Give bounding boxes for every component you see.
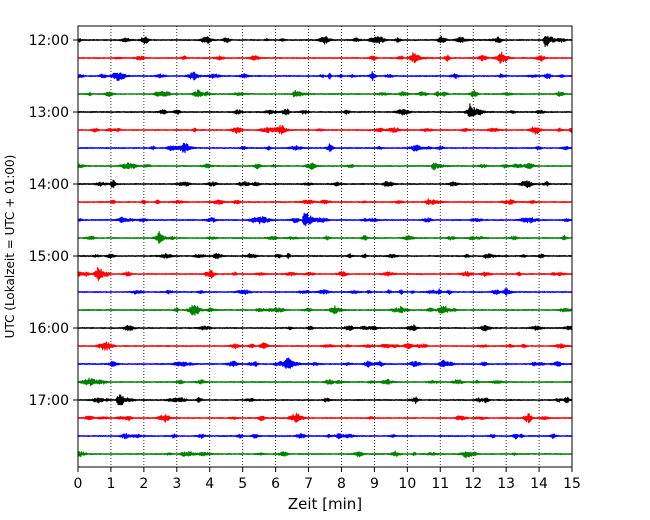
y-tick-label: 16:00 [29, 321, 69, 337]
y-axis-title: UTC (Lokalzeit = UTC + 01:00) [3, 155, 17, 339]
x-tick-label: 0 [74, 476, 83, 492]
trace-line [77, 432, 573, 440]
y-tick-label: 13:00 [29, 105, 69, 121]
y-tick-label: 14:00 [29, 177, 69, 193]
trace-line [77, 35, 573, 48]
x-tick-label: 2 [139, 476, 148, 492]
trace-line [77, 287, 573, 296]
y-tick-label: 15:00 [29, 249, 69, 265]
x-tick-label: 5 [238, 476, 247, 492]
trace-line [77, 450, 573, 459]
trace-line [77, 341, 573, 351]
x-tick-label: 10 [398, 476, 416, 492]
trace-line [77, 266, 573, 282]
x-tick-label: 8 [337, 476, 346, 492]
trace-line [77, 124, 573, 135]
x-tick-label: 3 [172, 476, 181, 492]
x-tick-label: 1 [106, 476, 115, 492]
trace-line [77, 377, 573, 387]
x-tick-label: 4 [205, 476, 214, 492]
x-axis-title: Zeit [min] [288, 495, 362, 513]
trace-line [77, 71, 573, 82]
x-tick-label: 12 [464, 476, 482, 492]
x-tick-label: 15 [563, 476, 581, 492]
x-tick-label: 9 [370, 476, 379, 492]
x-tick-label: 7 [304, 476, 313, 492]
trace-line [77, 162, 573, 171]
plot-frame [77, 25, 573, 468]
trace-line [77, 412, 573, 424]
trace-line [77, 357, 573, 369]
y-tick-label: 12:00 [29, 33, 69, 49]
trace-line [77, 304, 573, 316]
trace-line [77, 212, 573, 227]
trace-line [77, 51, 573, 64]
x-tick-label: 6 [271, 476, 280, 492]
x-tick-label: 11 [431, 476, 449, 492]
x-axis: 0 1 2 3 4 5 6 7 8 9 10 11 12 13 14 15 [74, 467, 581, 492]
trace-line [77, 89, 573, 98]
trace-line [77, 179, 573, 189]
trace-line [77, 252, 573, 260]
trace-line [77, 394, 573, 406]
trace-line [77, 103, 573, 118]
trace-line [77, 142, 573, 154]
trace-line [77, 198, 573, 206]
traces [77, 35, 573, 459]
trace-line [77, 230, 573, 244]
y-tick-label: 17:00 [29, 393, 69, 409]
trace-line [77, 324, 573, 332]
x-tick-label: 14 [530, 476, 548, 492]
y-axis: 12:00 13:00 14:00 15:00 16:00 17:00 [29, 33, 78, 409]
x-tick-label: 13 [497, 476, 515, 492]
plot-area-border [77, 25, 573, 468]
